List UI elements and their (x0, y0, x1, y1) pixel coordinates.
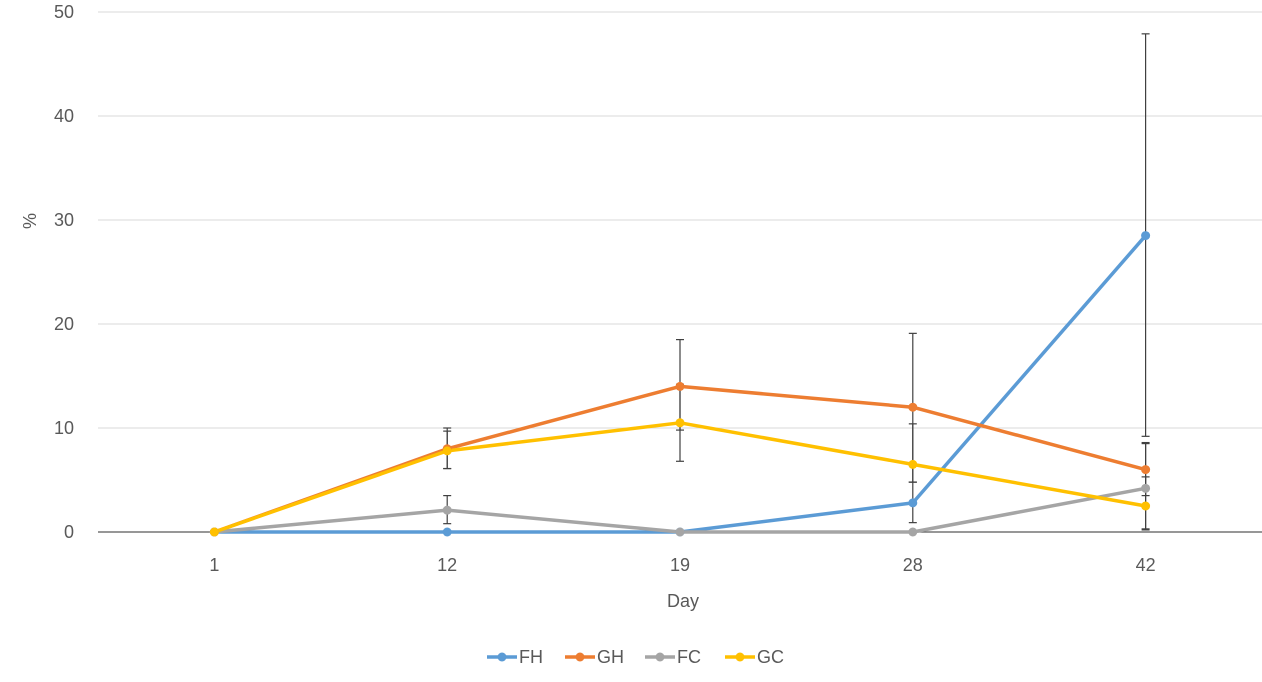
data-point-gc (442, 446, 452, 456)
legend-label: GH (597, 647, 624, 667)
data-point-fh (442, 527, 452, 537)
x-tick-label: 19 (670, 555, 690, 575)
x-axis-title: Day (667, 591, 699, 611)
data-point-fc (675, 527, 685, 537)
legend-swatch-marker (655, 652, 665, 662)
legend-item-gc: GC (725, 647, 784, 667)
data-point-gh (1141, 465, 1151, 475)
y-tick-label: 50 (54, 2, 74, 22)
data-point-fc (442, 505, 452, 515)
data-point-gh (675, 381, 685, 391)
series-line-fc (212, 486, 1148, 534)
data-point-fh (908, 498, 918, 508)
y-tick-label: 20 (54, 314, 74, 334)
data-point-gc (675, 418, 685, 428)
x-tick-label: 28 (903, 555, 923, 575)
legend-item-fh: FH (487, 647, 543, 667)
y-tick-label: 40 (54, 106, 74, 126)
x-tick-label: 12 (437, 555, 457, 575)
y-tick-label: 0 (64, 522, 74, 542)
y-axis-ticks: 0 10 20 30 40 50 (54, 2, 74, 542)
legend-label: FH (519, 647, 543, 667)
legend-item-gh: GH (565, 647, 624, 667)
data-point-fc (908, 527, 918, 537)
data-point-fc (1141, 483, 1151, 493)
error-bars (443, 33, 1150, 531)
error-bar (908, 423, 917, 483)
x-axis-ticks: 1 12 19 28 42 (209, 555, 1155, 575)
y-axis-title: % (20, 213, 40, 229)
legend-label: GC (757, 647, 784, 667)
legend-item-fc: FC (645, 647, 701, 667)
y-tick-label: 10 (54, 418, 74, 438)
data-point-gc (1141, 501, 1151, 511)
x-tick-label: 1 (209, 555, 219, 575)
x-tick-label: 42 (1136, 555, 1156, 575)
legend-swatch-marker (575, 652, 585, 662)
y-tick-label: 30 (54, 210, 74, 230)
legend-swatch-marker (735, 652, 745, 662)
series-points (209, 231, 1151, 537)
data-point-gc (908, 459, 918, 469)
data-point-gh (908, 402, 918, 412)
legend-label: FC (677, 647, 701, 667)
data-point-fh (1141, 231, 1151, 241)
data-point-gc (209, 527, 219, 537)
legend-swatch-marker (497, 652, 507, 662)
legend: FH GH FC GC (487, 647, 784, 667)
